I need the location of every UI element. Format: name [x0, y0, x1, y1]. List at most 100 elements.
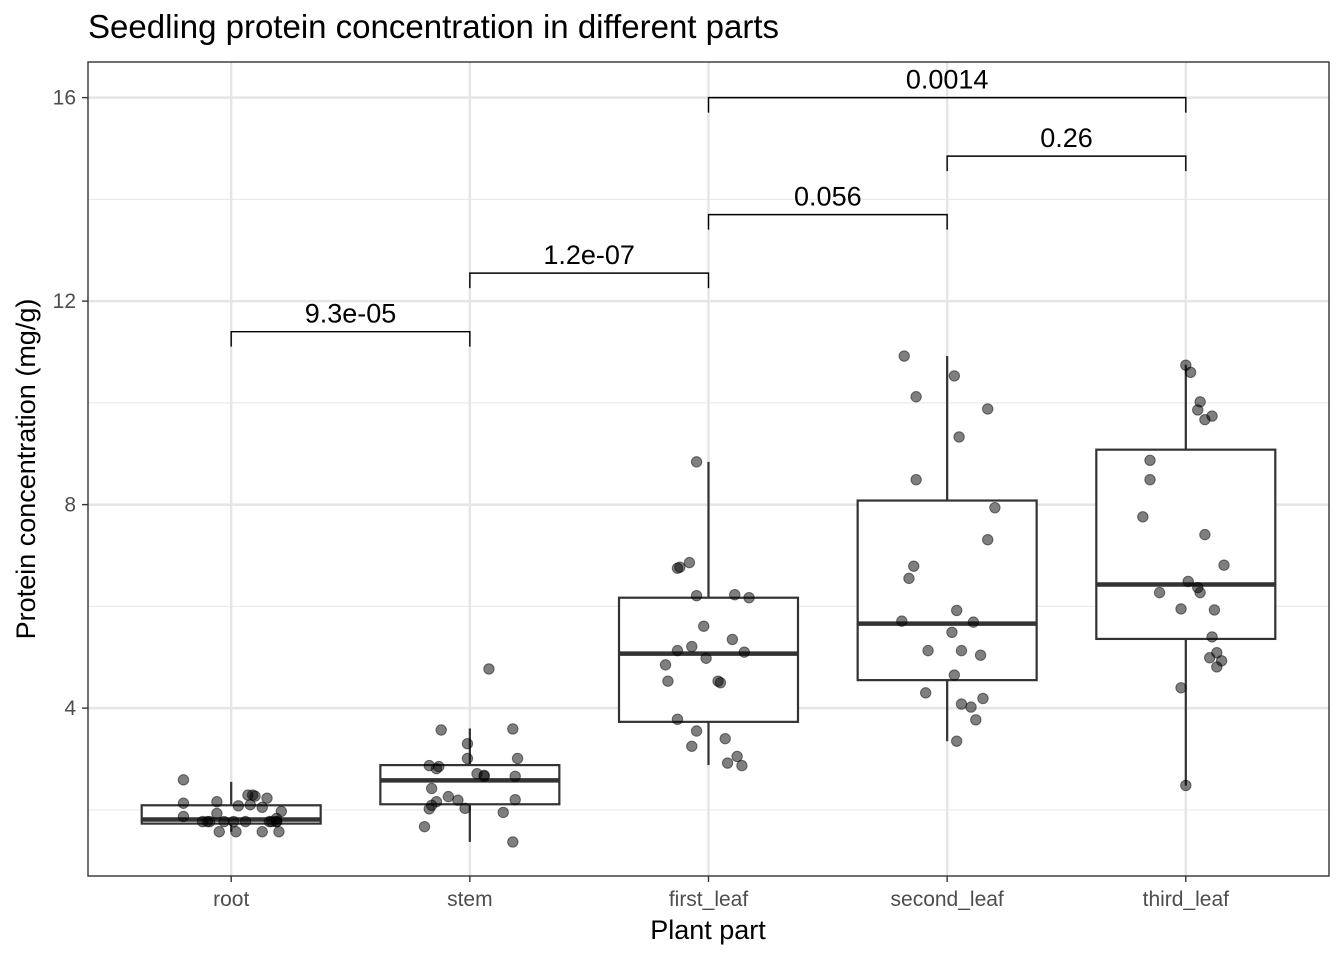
- data-point-third_leaf: [1206, 631, 1218, 643]
- data-point-stem: [461, 738, 474, 750]
- bracket-line: [707, 213, 948, 230]
- data-point-stem: [425, 782, 438, 795]
- data-point-second_leaf: [967, 616, 980, 628]
- y-tick-label: 12: [53, 290, 76, 313]
- x-tick-label: second_leaf: [891, 888, 1004, 911]
- data-point-first_leaf: [674, 561, 686, 573]
- bracket-line: [230, 330, 471, 347]
- data-point-second_leaf: [910, 391, 922, 403]
- bracket-line: [946, 155, 1187, 172]
- data-point-third_leaf: [1194, 586, 1206, 599]
- data-point-second_leaf: [955, 644, 968, 657]
- data-point-first_leaf: [700, 652, 712, 664]
- data-point-third_leaf: [1180, 779, 1192, 792]
- jitter-points: [177, 350, 1230, 848]
- data-point-second_leaf: [946, 626, 958, 639]
- data-point-third_leaf: [1175, 682, 1187, 694]
- data-point-second_leaf: [903, 572, 915, 585]
- data-point-third_leaf: [1137, 511, 1149, 523]
- data-point-third_leaf: [1184, 366, 1197, 379]
- data-point-root: [275, 805, 288, 818]
- data-point-root: [249, 790, 261, 802]
- data-point-second_leaf: [974, 649, 987, 661]
- box-third_leaf: [1095, 364, 1277, 786]
- x-tick-label: first_leaf: [669, 888, 749, 911]
- data-point-root: [230, 826, 242, 838]
- data-point-first_leaf: [690, 725, 703, 737]
- data-point-first_leaf: [698, 620, 710, 632]
- data-point-root: [270, 815, 283, 828]
- x-tick-label: root: [213, 888, 249, 911]
- p-value-label: 1.2e-07: [543, 240, 635, 270]
- y-tick-label: 8: [64, 494, 76, 517]
- p-value-label: 0.26: [1040, 123, 1093, 153]
- data-point-root: [261, 792, 273, 804]
- data-point-root: [232, 800, 245, 812]
- data-point-root: [256, 826, 268, 838]
- bracket-first_leaf-third_leaf: 0.0014: [707, 65, 1187, 113]
- data-point-stem: [478, 769, 490, 781]
- bracket-line: [469, 272, 710, 289]
- data-point-root: [211, 796, 223, 808]
- data-point-second_leaf: [948, 370, 961, 382]
- x-tick-label: stem: [447, 888, 493, 911]
- data-point-first_leaf: [721, 757, 734, 769]
- data-point-stem: [497, 806, 509, 819]
- box-body: [379, 763, 561, 806]
- data-point-stem: [509, 770, 521, 782]
- data-point-stem: [435, 724, 447, 736]
- data-point-first_leaf: [719, 732, 731, 745]
- bracket-first_leaf-second_leaf: 0.056: [707, 182, 948, 230]
- data-point-third_leaf: [1206, 410, 1218, 422]
- data-point-stem: [430, 796, 443, 808]
- bracket-second_leaf-third_leaf: 0.26: [946, 123, 1187, 172]
- data-point-second_leaf: [948, 669, 961, 681]
- data-point-first_leaf: [743, 592, 755, 604]
- data-point-second_leaf: [970, 714, 982, 726]
- data-point-first_leaf: [686, 640, 698, 653]
- y-axis-title: Protein concentration (mg/g): [11, 299, 41, 640]
- bracket-stem-first_leaf: 1.2e-07: [469, 240, 710, 289]
- data-point-third_leaf: [1215, 655, 1228, 667]
- data-point-third_leaf: [1194, 396, 1206, 408]
- data-point-second_leaf: [910, 473, 922, 486]
- y-tick-label: 4: [64, 697, 76, 720]
- axes: 4 8 12 16 root stem first_leaf second_leaf third…: [53, 87, 1230, 911]
- data-point-third_leaf: [1208, 604, 1221, 616]
- data-point-second_leaf: [977, 692, 989, 705]
- data-point-root: [204, 815, 216, 828]
- p-value-label: 0.0014: [906, 65, 989, 95]
- data-point-second_leaf: [955, 698, 968, 710]
- data-point-second_leaf: [989, 501, 1001, 514]
- box-second_leaf: [856, 356, 1038, 742]
- data-point-first_leaf: [690, 456, 703, 468]
- bracket-line: [707, 96, 1187, 113]
- data-point-root: [218, 815, 230, 828]
- data-point-third_leaf: [1199, 528, 1211, 541]
- data-point-third_leaf: [1153, 586, 1166, 599]
- data-point-first_leaf: [671, 713, 684, 726]
- data-point-second_leaf: [965, 701, 977, 713]
- data-point-first_leaf: [738, 646, 750, 658]
- data-point-second_leaf: [908, 560, 920, 572]
- data-point-third_leaf: [1182, 575, 1194, 588]
- data-point-second_leaf: [919, 687, 932, 699]
- data-point-stem: [511, 752, 524, 765]
- data-point-root: [227, 815, 240, 828]
- data-point-stem: [507, 836, 519, 848]
- data-point-third_leaf: [1218, 559, 1230, 571]
- data-point-third_leaf: [1144, 473, 1156, 486]
- data-point-stem: [452, 794, 464, 806]
- data-point-second_leaf: [953, 431, 965, 443]
- chart-title: Seedling protein concentration in differ…: [88, 8, 779, 45]
- data-point-third_leaf: [1144, 454, 1156, 467]
- data-point-first_leaf: [671, 644, 684, 657]
- data-point-first_leaf: [729, 588, 741, 601]
- data-point-second_leaf: [922, 644, 934, 657]
- data-point-stem: [483, 663, 495, 675]
- data-point-second_leaf: [951, 735, 963, 747]
- bracket-root-stem: 9.3e-05: [230, 299, 471, 347]
- data-point-stem: [418, 820, 431, 833]
- box-first_leaf: [617, 461, 800, 766]
- data-point-first_leaf: [736, 759, 748, 772]
